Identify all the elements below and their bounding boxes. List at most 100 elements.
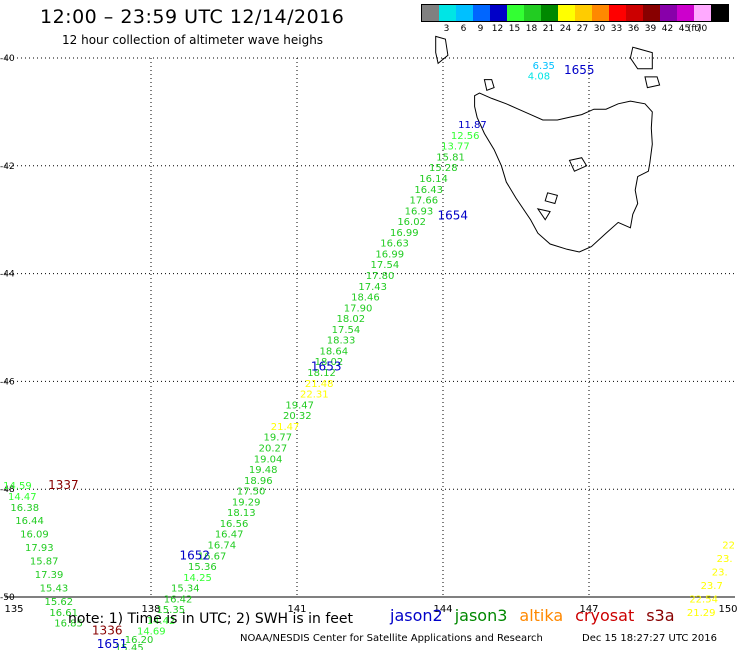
swh-observation: 14.25 bbox=[183, 573, 212, 584]
tasmania-coastline bbox=[435, 35, 661, 253]
swh-observation: 21.47 bbox=[271, 422, 300, 433]
swh-observation: 16.43 bbox=[414, 185, 443, 196]
legend-swatch bbox=[524, 5, 541, 21]
swh-observation: 16.44 bbox=[15, 516, 44, 527]
swh-observation: 18.96 bbox=[244, 476, 273, 487]
legend-label: 18 bbox=[525, 24, 538, 34]
legend-label: 12 bbox=[491, 24, 504, 34]
swh-observation: 18.12 bbox=[307, 368, 336, 379]
lat-tick-label: -44 bbox=[0, 270, 15, 280]
swh-observation: 19.47 bbox=[285, 400, 314, 411]
legend-swatch bbox=[660, 5, 677, 21]
swh-observation: 16.85 bbox=[54, 619, 83, 630]
legend-swatch bbox=[473, 5, 490, 21]
swh-observation: 15.28 bbox=[429, 163, 458, 174]
swh-observation: 15.81 bbox=[436, 152, 465, 163]
swh-observation: 17.54 bbox=[332, 325, 361, 336]
lake-outline bbox=[544, 192, 559, 205]
swh-observation: 14.59 bbox=[3, 481, 32, 492]
legend-swatch bbox=[422, 5, 439, 21]
lon-tick-label: 135 bbox=[4, 604, 23, 615]
swh-observation: 16.14 bbox=[419, 174, 448, 185]
swh-observation: 15.36 bbox=[188, 562, 217, 573]
swh-observation: 16.63 bbox=[380, 239, 409, 250]
swh-observation: 17.93 bbox=[25, 543, 54, 554]
swh-observation: 16.09 bbox=[20, 530, 49, 541]
swh-observation: 18.64 bbox=[319, 346, 348, 357]
swh-observation: 19.04 bbox=[254, 454, 283, 465]
swh-observation: 22.31 bbox=[300, 390, 329, 401]
swh-observation: 18.02 bbox=[336, 314, 365, 325]
legend-label: 30 bbox=[593, 24, 606, 34]
lake-outline bbox=[568, 157, 588, 172]
swh-observation: 14.69 bbox=[137, 627, 166, 638]
color-legend: 3 6 9 12 15 18 21 24 27 30 33 36 39 42 45 70 (ft) bbox=[421, 4, 729, 36]
legend-unit: (ft) bbox=[687, 24, 702, 34]
lon-tick-label: 144 bbox=[433, 604, 452, 615]
footer-note: note: 1) Time is in UTC; 2) SWH is in fe… bbox=[68, 611, 354, 627]
swh-observation: 16.61 bbox=[49, 608, 78, 619]
legend-swatch bbox=[490, 5, 507, 21]
swh-observation: 16.74 bbox=[208, 540, 237, 551]
satellite-name: jason2 bbox=[390, 606, 443, 625]
pass-id-label: 1654 bbox=[437, 209, 468, 223]
legend-swatch bbox=[626, 5, 643, 21]
legend-swatch bbox=[541, 5, 558, 21]
lon-tick-label: 138 bbox=[141, 604, 160, 615]
page-subtitle: 12 hour collection of altimeter wave hei… bbox=[62, 33, 324, 47]
legend-swatch bbox=[507, 5, 524, 21]
swh-observation: 19.77 bbox=[263, 433, 292, 444]
satellite-name: jason3 bbox=[454, 606, 508, 625]
swh-observation: 14.42 bbox=[147, 616, 176, 627]
legend-label: 9 bbox=[477, 24, 484, 34]
lat-tick-label: -48 bbox=[0, 485, 15, 495]
satellite-name: altika bbox=[519, 606, 564, 625]
legend-swatch bbox=[456, 5, 473, 21]
swh-observation: 18.13 bbox=[227, 508, 256, 519]
swh-observation: 23.7 bbox=[701, 581, 723, 592]
swh-observation: 20.32 bbox=[283, 411, 312, 422]
lat-tick-label: -46 bbox=[0, 377, 15, 387]
legend-label: 15 bbox=[508, 24, 521, 34]
legend-label: 6 bbox=[460, 24, 467, 34]
legend-swatch bbox=[643, 5, 660, 21]
legend-label: 70 bbox=[695, 24, 708, 34]
island-outline bbox=[644, 76, 661, 89]
legend-swatch bbox=[711, 5, 728, 21]
swh-observation: 14.47 bbox=[8, 492, 37, 503]
swh-observation: 16.42 bbox=[164, 594, 193, 605]
island-outline bbox=[435, 35, 449, 65]
legend-swatch bbox=[677, 5, 694, 21]
swh-observation: 20.27 bbox=[259, 443, 288, 454]
swh-observation: 13.77 bbox=[441, 142, 470, 153]
swh-observation: 19.48 bbox=[249, 465, 278, 476]
pass-id-label: 1336 bbox=[92, 624, 123, 638]
footer-credit: NOAA/NESDIS Center for Satellite Applica… bbox=[240, 633, 543, 644]
legend-label: 42 bbox=[661, 24, 674, 34]
legend-label: 27 bbox=[576, 24, 589, 34]
swh-observation: 11.87 bbox=[458, 120, 487, 131]
legend-swatch bbox=[558, 5, 575, 21]
island-outline bbox=[483, 79, 495, 91]
swh-observation: 12.56 bbox=[451, 131, 480, 142]
lon-tick-label: 150 bbox=[718, 604, 737, 615]
swh-observation: 6.35 bbox=[533, 61, 555, 72]
swh-observation: 19.29 bbox=[232, 497, 261, 508]
legend-label: 33 bbox=[610, 24, 623, 34]
legend-swatch bbox=[694, 5, 711, 21]
swh-observation: 21.29 bbox=[687, 608, 716, 619]
swh-observation: 17.90 bbox=[344, 303, 373, 314]
swh-observation: 16.20 bbox=[125, 635, 154, 646]
legend-label: 3 bbox=[443, 24, 450, 34]
satellite-legend: jason2 jason3 altika cryosat s3a bbox=[390, 606, 687, 625]
pass-id-label: 1651 bbox=[97, 637, 128, 650]
pass-id-label: 1652 bbox=[180, 548, 211, 562]
lat-tick-label: -50 bbox=[0, 593, 15, 603]
swh-observation: 15.34 bbox=[171, 584, 200, 595]
swh-observation: 15.62 bbox=[44, 597, 73, 608]
satellite-name: cryosat bbox=[575, 606, 635, 625]
legend-label: 36 bbox=[627, 24, 640, 34]
axis-labels: 135 138 141 144 147 150 -40 -42 -44 -46 -48 -50 bbox=[0, 54, 738, 615]
swh-observation: 16.99 bbox=[390, 228, 419, 239]
